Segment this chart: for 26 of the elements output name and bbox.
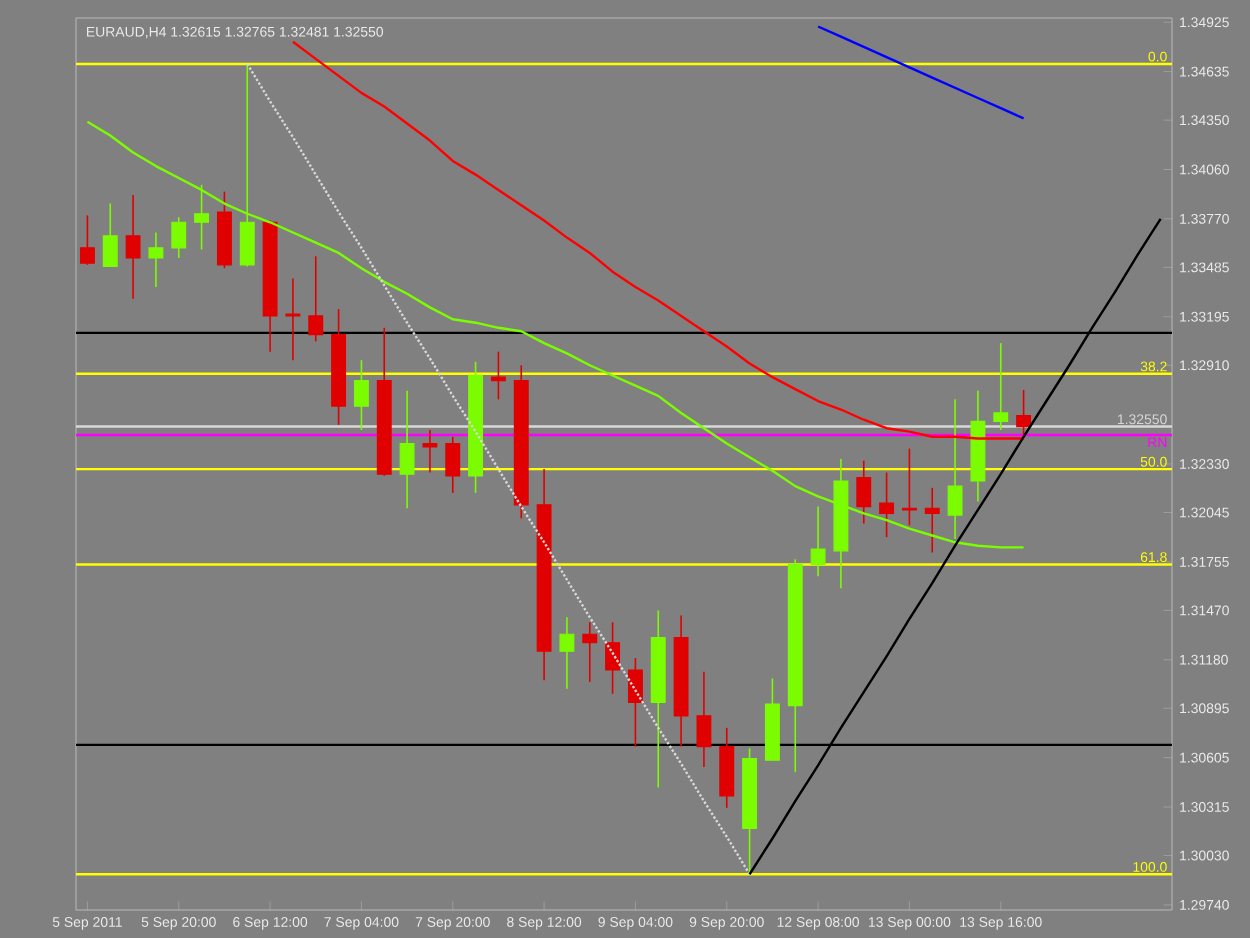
candlestick: [194, 184, 210, 251]
candlestick: [399, 390, 415, 510]
candlestick: [125, 194, 141, 300]
candlestick: [924, 487, 940, 554]
candlestick: [171, 216, 187, 259]
candlestick: [605, 621, 621, 695]
candlestick: [856, 459, 872, 525]
candlestick: [422, 429, 438, 474]
candlestick: [148, 231, 164, 288]
candlestick: [947, 398, 963, 540]
candlestick: [879, 471, 895, 538]
candlestick: [627, 657, 643, 748]
candlestick: [559, 616, 575, 690]
candlestick: [79, 214, 95, 266]
candlestick: [285, 277, 301, 361]
candlestick: [308, 255, 324, 343]
candlestick: [490, 350, 506, 401]
candlestick: [993, 342, 1009, 431]
candlestick: [810, 505, 826, 578]
candlestick: [102, 202, 118, 268]
candlestick: [582, 621, 598, 683]
candlestick: [353, 359, 369, 431]
candlestick: [1016, 389, 1032, 440]
candlestick: [696, 670, 712, 768]
candlestick: [901, 447, 917, 527]
candlestick: [445, 435, 461, 494]
